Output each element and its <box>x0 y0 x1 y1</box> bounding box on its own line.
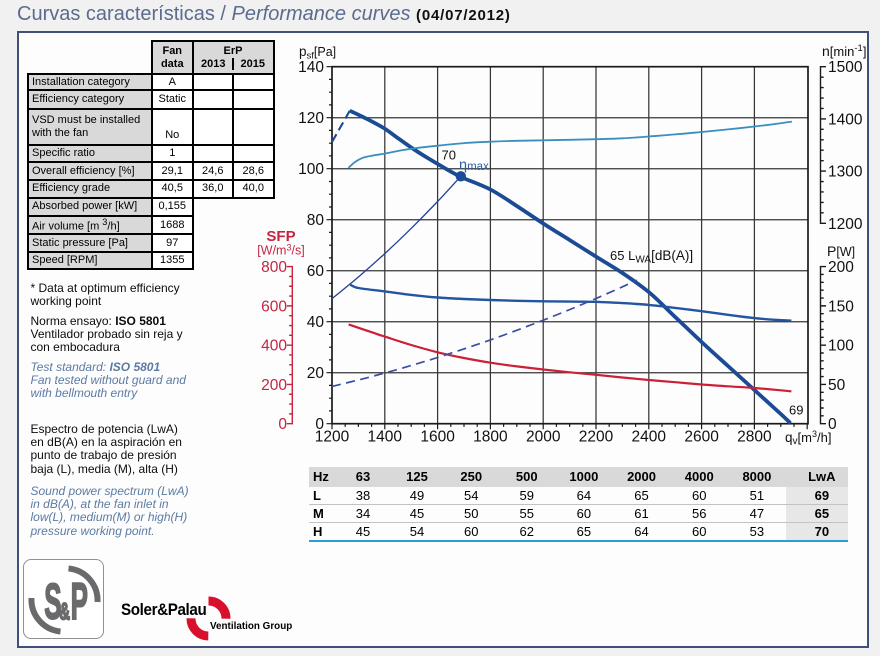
svg-text:2200: 2200 <box>579 429 614 446</box>
svg-text:140: 140 <box>298 59 324 76</box>
svg-text:69: 69 <box>789 403 803 418</box>
svg-text:1300: 1300 <box>828 164 863 181</box>
svg-text:P: P <box>70 572 87 630</box>
svg-text:psf[Pa]: psf[Pa] <box>299 44 336 62</box>
svg-text:1200: 1200 <box>828 216 863 233</box>
svg-text:[W/m3/s]: [W/m3/s] <box>257 243 304 258</box>
svg-text:&: & <box>59 599 70 625</box>
svg-text:ηmax: ηmax <box>459 158 489 174</box>
svg-text:40: 40 <box>307 314 325 331</box>
svg-text:200: 200 <box>828 259 854 276</box>
svg-text:60: 60 <box>307 263 325 280</box>
svg-text:1800: 1800 <box>473 429 508 446</box>
svg-text:70: 70 <box>442 148 456 163</box>
svg-text:2800: 2800 <box>737 429 772 446</box>
svg-text:1400: 1400 <box>828 111 863 128</box>
svg-text:120: 120 <box>298 110 324 127</box>
svg-text:800: 800 <box>261 259 287 276</box>
svg-text:1500: 1500 <box>828 59 863 76</box>
svg-text:S: S <box>44 575 61 630</box>
svg-text:200: 200 <box>261 377 287 394</box>
svg-text:0: 0 <box>828 416 837 433</box>
svg-text:0: 0 <box>278 416 287 433</box>
svg-text:P[W]: P[W] <box>827 243 855 259</box>
svg-text:50: 50 <box>828 377 846 394</box>
svg-text:65 LWA[dB(A)]: 65 LWA[dB(A)] <box>610 248 693 266</box>
svg-text:qv[m3/h]: qv[m3/h] <box>785 429 831 447</box>
svg-text:20: 20 <box>307 365 325 382</box>
svg-text:n[min-1]: n[min-1] <box>822 43 866 59</box>
svg-text:1600: 1600 <box>420 429 455 446</box>
svg-text:2400: 2400 <box>632 429 667 446</box>
svg-text:0: 0 <box>315 416 324 433</box>
svg-text:2600: 2600 <box>684 429 719 446</box>
svg-text:600: 600 <box>261 298 287 315</box>
svg-text:400: 400 <box>261 338 287 355</box>
svg-text:80: 80 <box>307 212 325 229</box>
svg-text:2000: 2000 <box>526 429 561 446</box>
svg-text:100: 100 <box>828 338 854 355</box>
svg-text:SFP: SFP <box>266 228 295 245</box>
svg-text:1200: 1200 <box>315 429 350 446</box>
svg-text:150: 150 <box>828 298 854 315</box>
svg-text:100: 100 <box>298 161 324 178</box>
svg-text:1400: 1400 <box>368 429 403 446</box>
